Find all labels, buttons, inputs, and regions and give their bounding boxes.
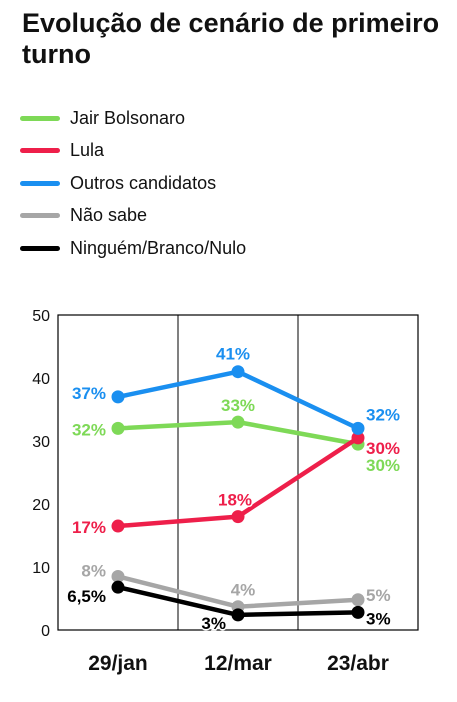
y-tick-label: 10 (32, 560, 50, 577)
legend-item-outros: Outros candidatos (20, 167, 246, 200)
plot-frame (57, 314, 419, 631)
point-nao-sabe (351, 593, 365, 607)
x-tick-label: 23/abr (327, 652, 389, 675)
point-nulo (111, 580, 125, 594)
point-outros (351, 421, 365, 435)
data-label-nulo: 6,5% (67, 587, 106, 606)
data-label-lula: 18% (218, 491, 252, 510)
data-label-nulo: 3% (201, 614, 226, 633)
data-label-outros: 41% (216, 345, 250, 364)
data-label-nao-sabe: 4% (231, 581, 256, 600)
data-label-outros: 37% (72, 384, 106, 403)
legend-item-nulo: Ninguém/Branco/Nulo (20, 232, 246, 265)
line-chart: 0 10 20 30 40 50 29/jan 12/mar 23/abr 32% 33% 30% 17… (32, 308, 419, 675)
point-nao-sabe (111, 569, 125, 583)
legend-label-bolsonaro: Jair Bolsonaro (70, 107, 186, 128)
chart-title: Evolução de cenário de primeiro turno (22, 8, 440, 69)
x-tick-label: 12/mar (204, 652, 272, 675)
legend-label-lula: Lula (70, 140, 105, 161)
legend-label-nao-sabe: Não sabe (70, 205, 148, 226)
legend-swatch-lula (20, 148, 60, 154)
legend-swatch-nulo (20, 245, 60, 251)
point-outros (111, 390, 125, 404)
point-lula (231, 510, 245, 524)
legend-item-bolsonaro: Jair Bolsonaro (20, 102, 246, 135)
point-bolsonaro (231, 415, 245, 429)
data-label-lula: 17% (72, 518, 106, 537)
legend-label-nulo: Ninguém/Branco/Nulo (70, 237, 247, 258)
y-tick-label: 20 (32, 497, 50, 514)
legend-swatch-nao-sabe (20, 213, 60, 219)
legend: Jair Bolsonaro Lula Outros candidatos Nã… (20, 102, 246, 265)
legend-label-outros: Outros candidatos (70, 172, 217, 193)
data-label-bolsonaro: 32% (72, 420, 106, 439)
data-label-bolsonaro: 33% (221, 396, 255, 415)
y-tick-label: 30 (32, 434, 50, 451)
legend-swatch-bolsonaro (20, 115, 60, 121)
data-label-bolsonaro: 30% (366, 456, 400, 475)
data-label-nulo: 3% (366, 609, 391, 628)
point-lula (351, 431, 365, 445)
y-tick-label: 50 (32, 308, 50, 325)
point-bolsonaro (111, 421, 125, 435)
data-label-nao-sabe: 5% (366, 586, 391, 605)
y-tick-label: 40 (32, 371, 50, 388)
legend-item-lula: Lula (20, 135, 246, 168)
data-label-nao-sabe: 8% (81, 561, 106, 580)
x-tick-label: 29/jan (88, 652, 148, 675)
data-label-lula: 30% (366, 439, 400, 458)
point-nulo (231, 608, 245, 622)
point-outros (231, 365, 245, 379)
data-label-outros: 32% (366, 405, 400, 424)
legend-item-nao-sabe: Não sabe (20, 200, 246, 233)
legend-swatch-outros (20, 180, 60, 186)
point-lula (111, 519, 125, 533)
point-nulo (351, 605, 365, 619)
y-tick-label: 0 (41, 623, 50, 640)
